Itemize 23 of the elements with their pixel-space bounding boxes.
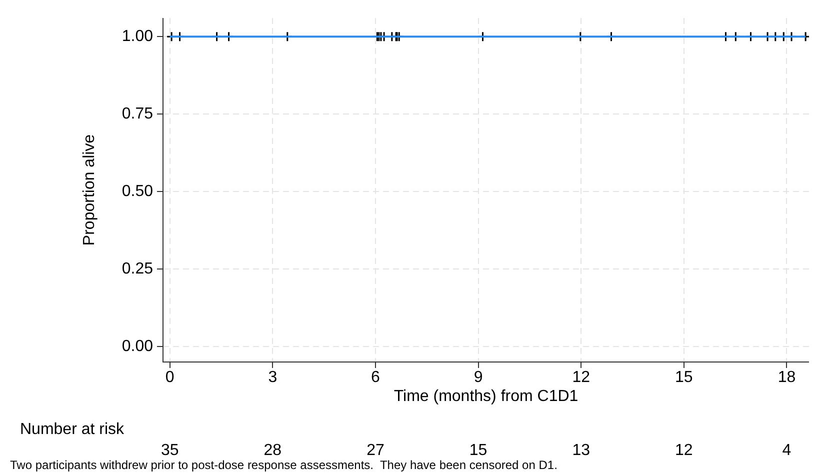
x-tick-label: 0 — [165, 369, 174, 386]
text: 28 — [264, 442, 282, 459]
y-tick-label: 0.75 — [122, 105, 154, 122]
text: 27 — [366, 442, 384, 459]
y-tick-label: 1.00 — [122, 28, 154, 45]
text: 12 — [675, 442, 693, 459]
y-tick-label: 0.25 — [122, 260, 154, 278]
text: 35 — [160, 442, 179, 459]
y-axis-title: Proportion alive — [81, 134, 98, 246]
text: 4 — [782, 442, 792, 459]
y-tick-label: 0.00 — [122, 338, 154, 355]
x-tick-label: 3 — [268, 369, 278, 386]
y-tick-label: 0.50 — [122, 182, 154, 200]
x-tick-label: 9 — [474, 369, 483, 386]
text: 13 — [572, 442, 590, 459]
x-tick-label: 18 — [778, 369, 796, 386]
x-tick-label: 15 — [675, 369, 693, 386]
text: Number at risk — [20, 421, 126, 438]
x-tick-label: 12 — [572, 369, 590, 386]
x-axis-title: Time (months) from C1D1 — [394, 388, 578, 405]
text: 15 — [469, 442, 488, 459]
text: Two participants withdrew prior to post-dose response assessments. They have been censored on D1. — [10, 458, 558, 472]
x-tick-label: 6 — [371, 369, 380, 386]
